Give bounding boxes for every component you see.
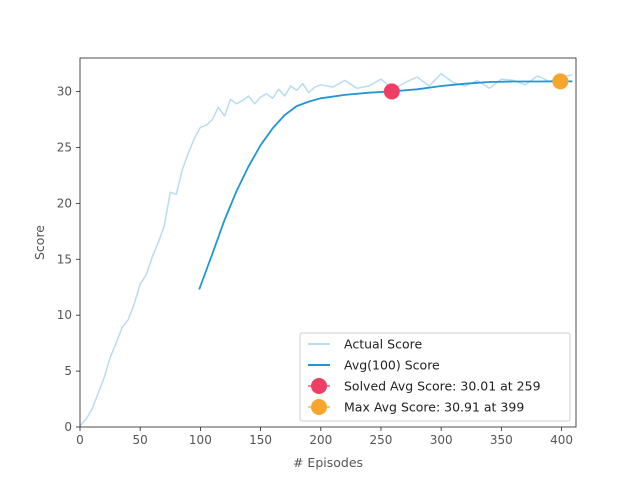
legend-avg-score: Avg(100) Score [308,358,440,373]
y-tick-label: 0 [64,420,72,434]
legend-swatch-marker [311,399,327,415]
legend-actual-score: Actual Score [308,337,422,352]
y-tick-label: 5 [64,364,72,378]
x-axis-label: # Episodes [293,455,363,470]
legend-max-score: Max Avg Score: 30.91 at 399 [308,399,524,415]
plot-markers [383,73,569,100]
avg-score-line [198,80,573,290]
legend-solved-score: Solved Avg Score: 30.01 at 259 [308,378,541,394]
actual-score-line [79,72,573,427]
legend-label: Avg(100) Score [344,358,440,373]
legend-box [299,332,571,422]
legend-label: Max Avg Score: 30.91 at 399 [344,400,524,415]
y-axis-ticks: 0 5 10 15 20 25 30 [57,85,80,434]
x-axis-ticks: 0 50 100 150 200 250 300 350 400 [76,427,573,447]
y-axis-label: Score [32,225,47,260]
y-tick-label: 10 [57,308,72,322]
plot-frame [79,57,577,428]
legend: Actual Score Avg(100) Score Solved Avg Sco… [299,332,571,422]
plot-lines [79,72,573,427]
y-tick-label: 15 [57,252,72,266]
x-tick-label: 100 [189,433,212,447]
x-tick-label: 350 [490,433,513,447]
x-tick-label: 150 [249,433,272,447]
x-tick-label: 300 [430,433,453,447]
legend-label: Actual Score [344,337,422,352]
x-tick-label: 250 [370,433,393,447]
y-tick-label: 30 [57,85,72,99]
x-tick-label: 50 [133,433,148,447]
x-tick-label: 0 [76,433,84,447]
legend-swatch-marker [311,378,327,394]
max-score-marker [552,73,569,90]
legend-label: Solved Avg Score: 30.01 at 259 [344,379,541,394]
solved-score-marker [383,83,400,100]
x-tick-label: 400 [550,433,573,447]
y-tick-label: 25 [57,140,72,154]
x-tick-label: 200 [309,433,332,447]
y-tick-label: 20 [57,196,72,210]
